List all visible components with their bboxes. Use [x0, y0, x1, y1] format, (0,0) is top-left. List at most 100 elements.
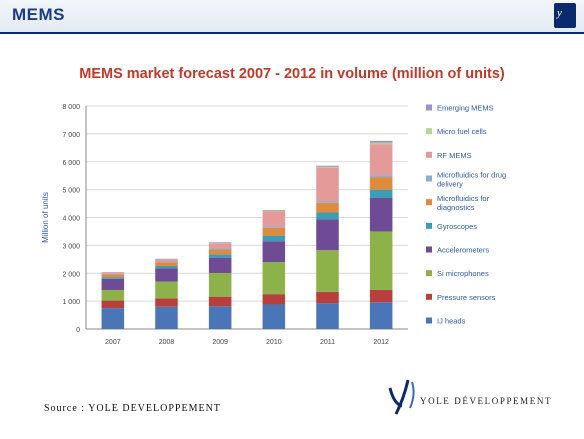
y-tick-label: 5 000: [62, 188, 80, 195]
bar-segment: [101, 273, 125, 275]
bar-segment: [208, 254, 232, 258]
bar-segment: [155, 262, 178, 267]
x-tick-label: 2009: [212, 339, 228, 346]
bar-segment: [262, 227, 286, 236]
legend-label: Microfluidics for drug: [437, 171, 506, 180]
legend-label: Accelerometers: [437, 246, 489, 255]
x-tick-label: 2012: [373, 339, 389, 346]
yole-logo-icon: [388, 379, 415, 415]
source-line: Source : YOLE DEVELOPPEMENT: [44, 403, 221, 414]
source-label: Source :: [44, 403, 86, 414]
y-tick-label: 8 000: [62, 104, 80, 111]
legend-label: RF MEMS: [437, 151, 472, 160]
bar-segment: [155, 266, 178, 269]
legend-label: delivery: [437, 180, 463, 189]
bar-segment: [101, 272, 125, 274]
legend-swatch: [426, 104, 432, 111]
legend-label: Si microphones: [437, 269, 489, 278]
bar-segment: [316, 219, 339, 251]
legend-label: Microfluidics for: [437, 194, 490, 203]
y-tick-label: 7 000: [62, 132, 80, 139]
bar-segment: [316, 202, 339, 213]
legend-swatch: [426, 317, 432, 324]
legend-swatch: [426, 222, 432, 229]
x-tick-label: 2011: [320, 339, 335, 346]
bar-segment: [101, 308, 125, 329]
legend-label: Pressure sensors: [437, 293, 496, 302]
y-tick-label: 3 000: [62, 243, 80, 250]
bar-segment: [316, 291, 339, 304]
legend-swatch: [426, 293, 432, 300]
bar-segment: [155, 298, 178, 307]
bar-segment: [369, 175, 393, 178]
y-tick-label: 0: [76, 327, 80, 334]
bar-segment: [369, 231, 393, 290]
bar-segment: [316, 201, 339, 203]
bar-segment: [316, 166, 339, 168]
bar-segment: [316, 303, 339, 329]
bar-segment: [101, 274, 125, 278]
legend-swatch: [426, 151, 432, 158]
bar-segment: [316, 212, 339, 220]
bar-segment: [208, 306, 232, 329]
bar-segment: [369, 142, 393, 145]
bar-segment: [155, 268, 178, 282]
x-tick-label: 2010: [266, 339, 282, 346]
bar-segment: [369, 289, 393, 303]
bar-segment: [369, 144, 393, 176]
bar-segment: [369, 189, 393, 198]
bar-segment: [155, 261, 178, 263]
bar-segment: [208, 296, 232, 307]
bar-segment: [262, 262, 286, 295]
bar-segment: [208, 272, 232, 297]
y-tick-label: 6 000: [62, 160, 80, 167]
bar-segment: [101, 277, 125, 279]
bar-segment: [208, 243, 232, 249]
bar-segment: [316, 165, 339, 167]
source-name: YOLE DEVELOPPEMENT: [88, 403, 221, 414]
y-tick-label: 2 000: [62, 271, 80, 278]
legend-swatch: [426, 199, 432, 206]
x-tick-label: 2008: [159, 339, 175, 346]
yole-corner-logo-icon: y: [554, 3, 576, 28]
header-title: MEMS: [12, 5, 65, 24]
legend-label: Micro fuel cells: [437, 127, 487, 136]
bar-segment: [262, 211, 286, 227]
bar-segment: [101, 278, 125, 290]
brand-name: YOLE DÉVELOPPEMENT: [420, 396, 553, 406]
bar-segment: [155, 281, 178, 299]
header-bar: MEMS y: [0, 0, 584, 34]
bar-segment: [262, 209, 286, 211]
bar-segment: [155, 259, 178, 262]
bar-segment: [262, 241, 286, 263]
bar-segment: [208, 248, 232, 250]
bar-segment: [262, 294, 286, 305]
legend-swatch: [426, 175, 432, 182]
bar-segment: [369, 197, 393, 232]
bar-segment: [155, 258, 178, 260]
bar-segment: [262, 210, 286, 212]
legend-label: Gyroscopes: [437, 222, 477, 231]
legend-label: IJ heads: [437, 317, 466, 326]
y-tick-label: 1 000: [62, 299, 80, 306]
yole-brand: YOLE DÉVELOPPEMENT: [382, 374, 562, 418]
y-axis-label: Million of units: [41, 192, 50, 243]
bar-segment: [208, 249, 232, 255]
bar-segment: [208, 242, 232, 244]
bar-segment: [369, 140, 393, 143]
legend-swatch: [426, 270, 432, 277]
legend-label: diagnostics: [437, 203, 475, 212]
bar-segment: [208, 257, 232, 273]
bar-segment: [262, 235, 286, 242]
corner-logo-letter: y: [557, 7, 562, 19]
bar-segment: [369, 177, 393, 190]
bar-segment: [101, 300, 125, 309]
bar-segment: [316, 167, 339, 202]
legend-swatch: [426, 246, 432, 253]
legend-label: Emerging MEMS: [437, 104, 494, 113]
chart-title: MEMS market forecast 2007 - 2012 in volu…: [79, 66, 505, 82]
bar-segment: [101, 289, 125, 301]
y-tick-label: 4 000: [62, 216, 80, 223]
